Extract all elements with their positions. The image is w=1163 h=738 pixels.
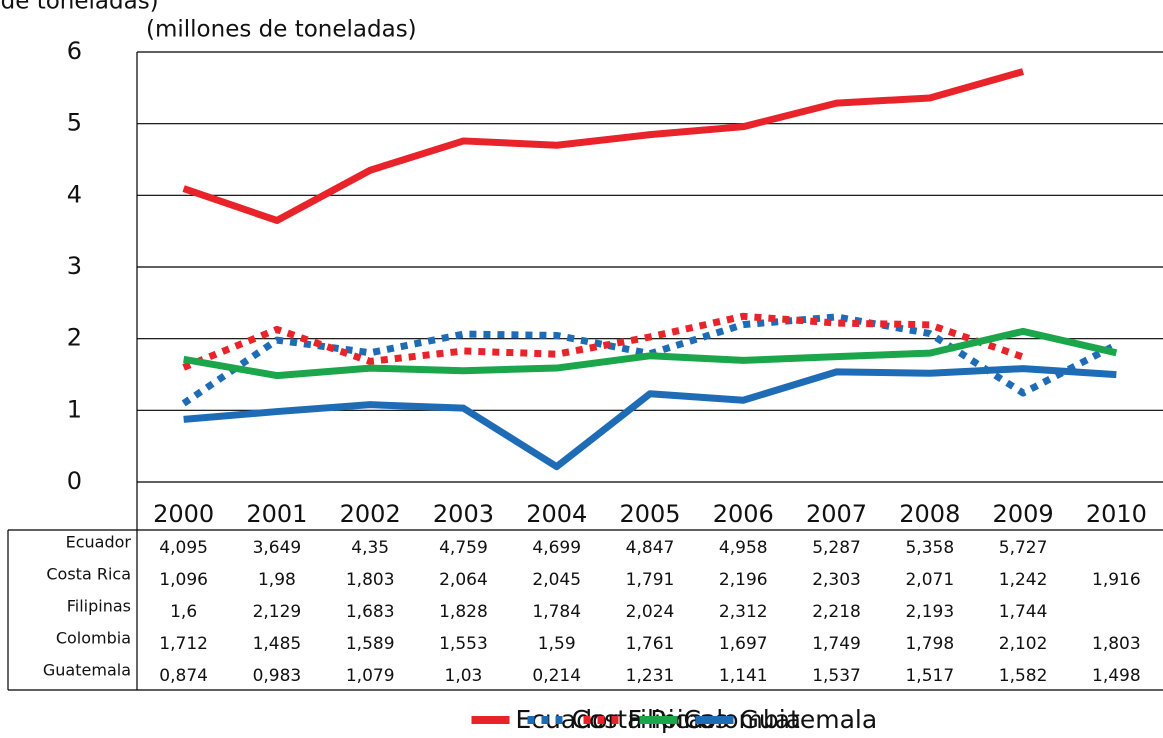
table-cell: 4,958 <box>719 538 768 558</box>
table-cell: 4,095 <box>159 538 208 558</box>
table-cell: 5,358 <box>905 538 954 558</box>
row-label: Guatemala <box>43 661 131 680</box>
table-cell: 1,6 <box>170 602 197 622</box>
series-line <box>183 327 1118 380</box>
y-tick-label: 2 <box>67 324 82 352</box>
y-tick-label: 4 <box>67 180 82 208</box>
table-cell: 5,727 <box>999 538 1048 558</box>
x-tick-label: 2004 <box>526 500 587 528</box>
series-line <box>182 312 1025 371</box>
table-cell: 1,231 <box>626 666 675 686</box>
y-tick-label: 1 <box>67 395 82 423</box>
table-cell: 1,59 <box>538 634 576 654</box>
table-cell: 2,045 <box>532 570 581 590</box>
table-cell: 1,761 <box>626 634 675 654</box>
x-tick-label: 2010 <box>1086 500 1147 528</box>
y-tick-label: 0 <box>67 467 82 495</box>
table-cell: 2,129 <box>253 602 302 622</box>
table-cell: 2,064 <box>439 570 488 590</box>
table-cell: 1,712 <box>159 634 208 654</box>
row-label: Filipinas <box>67 597 131 616</box>
table-cell: 2,218 <box>812 602 861 622</box>
table-cell: 0,214 <box>532 666 581 686</box>
x-tick-label: 2005 <box>619 500 680 528</box>
y-tick-label: 6 <box>67 37 82 65</box>
table-cell: 2,303 <box>812 570 861 590</box>
axis-unit: (millones de toneladas) <box>146 17 417 43</box>
table-cell: 1,553 <box>439 634 488 654</box>
table-cell: 1,096 <box>159 570 208 590</box>
axis-unit-cut: (millones de toneladas) <box>0 0 159 15</box>
table-cell: 2,196 <box>719 570 768 590</box>
table-cell: 1,517 <box>905 666 954 686</box>
table-cell: 1,683 <box>346 602 395 622</box>
table-cell: 0,874 <box>159 666 208 686</box>
row-label: Costa Rica <box>46 565 131 584</box>
x-tick-label: 2009 <box>993 500 1054 528</box>
table-cell: 1,697 <box>719 634 768 654</box>
row-label: Ecuador <box>66 533 132 552</box>
x-tick-label: 2007 <box>806 500 867 528</box>
table-cell: 3,649 <box>253 538 302 558</box>
series-line <box>182 68 1025 224</box>
table-cell: 1,798 <box>905 634 954 654</box>
table-cell: 1,916 <box>1092 570 1141 590</box>
x-tick-label: 2008 <box>899 500 960 528</box>
x-tick-label: 2000 <box>153 500 214 528</box>
legend-label: Guatemala <box>740 705 878 734</box>
table-cell: 2,071 <box>905 570 954 590</box>
table-cell: 1,485 <box>253 634 302 654</box>
table-cell: 1,98 <box>258 570 296 590</box>
table-cell: 2,102 <box>999 634 1048 654</box>
x-tick-label: 2002 <box>340 500 401 528</box>
table-cell: 4,759 <box>439 538 488 558</box>
x-tick-label: 2006 <box>713 500 774 528</box>
y-tick-label: 5 <box>67 109 82 137</box>
series-line <box>183 365 1117 471</box>
table-cell: 2,193 <box>905 602 954 622</box>
table-cell: 1,537 <box>812 666 861 686</box>
table-cell: 2,312 <box>719 602 768 622</box>
table-cell: 1,744 <box>999 602 1048 622</box>
table-cell: 5,287 <box>812 538 861 558</box>
table-cell: 1,803 <box>346 570 395 590</box>
table-cell: 4,35 <box>351 538 389 558</box>
table-cell: 1,582 <box>999 666 1048 686</box>
row-label: Colombia <box>56 629 131 648</box>
table-cell: 4,699 <box>532 538 581 558</box>
table-cell: 1,803 <box>1092 634 1141 654</box>
table-cell: 1,791 <box>626 570 675 590</box>
x-tick-label: 2003 <box>433 500 494 528</box>
table-cell: 1,589 <box>346 634 395 654</box>
table-cell: 1,141 <box>719 666 768 686</box>
table-cell: 1,079 <box>346 666 395 686</box>
table-cell: 4,847 <box>626 538 675 558</box>
table-cell: 2,024 <box>626 602 675 622</box>
legend-label: Costa Rica <box>572 705 704 734</box>
y-tick-label: 3 <box>67 252 82 280</box>
table-cell: 1,498 <box>1092 666 1141 686</box>
table-cell: 1,242 <box>999 570 1048 590</box>
table-cell: 0,983 <box>253 666 302 686</box>
table-cell: 1,749 <box>812 634 861 654</box>
x-tick-label: 2001 <box>246 500 307 528</box>
table-cell: 1,828 <box>439 602 488 622</box>
table-cell: 1,03 <box>445 666 483 686</box>
table-cell: 1,784 <box>532 602 581 622</box>
